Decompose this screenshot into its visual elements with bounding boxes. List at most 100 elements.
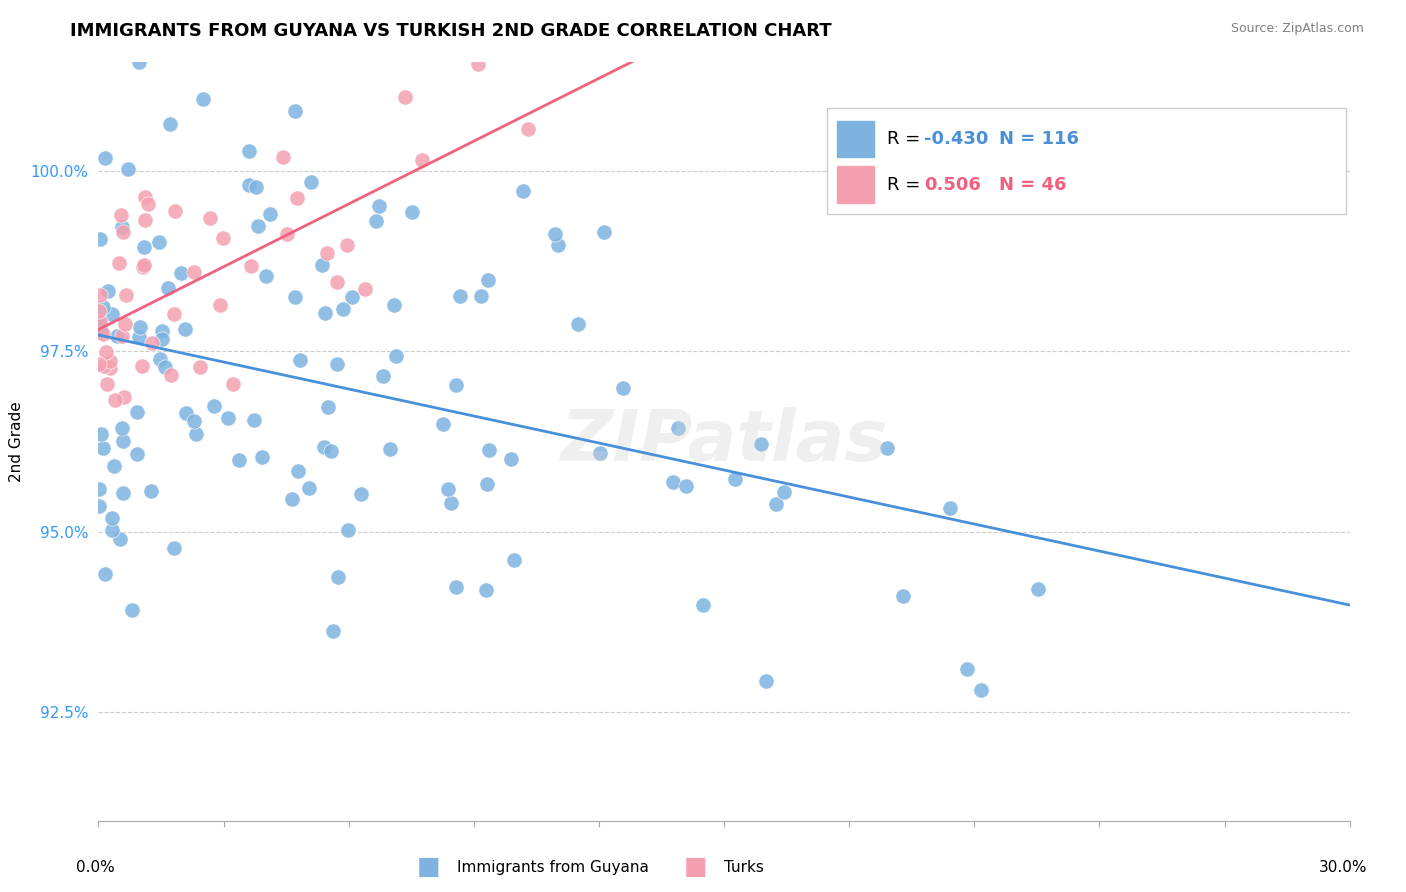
Point xyxy=(512,184,534,198)
Point xyxy=(129,320,152,334)
Point xyxy=(970,683,993,698)
Text: N = 46: N = 46 xyxy=(1000,176,1067,194)
Point xyxy=(319,443,342,458)
Point xyxy=(89,232,111,246)
Point xyxy=(163,541,186,555)
Point xyxy=(208,298,231,312)
Point xyxy=(112,225,135,239)
Point xyxy=(105,328,128,343)
Point xyxy=(91,300,114,314)
Point xyxy=(186,427,208,442)
Point xyxy=(723,472,745,486)
Point xyxy=(128,55,150,70)
Point xyxy=(250,450,273,464)
Point xyxy=(666,421,689,435)
Point xyxy=(876,441,898,455)
Point xyxy=(749,437,772,451)
Point xyxy=(891,589,914,603)
Point xyxy=(378,442,401,456)
Point xyxy=(284,104,307,119)
Point xyxy=(110,208,132,222)
Point xyxy=(89,314,111,328)
Point xyxy=(276,227,298,241)
Point xyxy=(475,582,498,597)
Text: Turks: Turks xyxy=(724,860,763,874)
Point xyxy=(110,533,132,547)
Point xyxy=(1026,582,1049,597)
Point xyxy=(444,378,467,392)
Bar xyxy=(837,166,875,202)
Point xyxy=(221,377,243,392)
Point xyxy=(87,304,110,318)
Text: 0.0%: 0.0% xyxy=(76,860,115,874)
Point xyxy=(170,266,193,280)
Point xyxy=(612,381,634,395)
Point xyxy=(91,441,114,455)
Point xyxy=(174,406,197,420)
Text: N = 116: N = 116 xyxy=(1000,130,1080,148)
Point xyxy=(592,225,614,239)
Point xyxy=(157,281,180,295)
Point xyxy=(101,523,124,537)
Point xyxy=(183,414,205,428)
Point xyxy=(228,453,250,467)
Point xyxy=(284,290,307,304)
Point xyxy=(254,269,277,284)
Point xyxy=(110,329,132,343)
Point xyxy=(285,191,308,205)
Point xyxy=(87,499,110,513)
Point xyxy=(478,442,501,457)
Point xyxy=(432,417,454,432)
Point xyxy=(94,566,117,581)
Point xyxy=(103,459,125,474)
Point xyxy=(148,235,170,250)
Point xyxy=(401,205,423,219)
Point xyxy=(259,207,281,221)
Point xyxy=(111,434,134,449)
Point xyxy=(765,497,787,511)
Point xyxy=(152,332,174,346)
Point xyxy=(245,180,267,194)
Text: ■: ■ xyxy=(418,855,440,879)
Point xyxy=(110,219,132,234)
Point xyxy=(112,390,135,404)
Point xyxy=(134,240,156,254)
Point xyxy=(114,317,136,331)
Point xyxy=(163,204,186,219)
Point xyxy=(160,368,183,382)
Point xyxy=(366,213,388,227)
Point xyxy=(90,427,112,442)
Point xyxy=(437,482,460,496)
Point xyxy=(311,258,333,272)
Point xyxy=(238,144,260,158)
Point xyxy=(287,465,309,479)
Point xyxy=(132,260,155,274)
Point xyxy=(470,289,492,303)
Point xyxy=(440,496,463,510)
Point xyxy=(97,284,120,298)
Point xyxy=(111,421,134,435)
Point xyxy=(100,511,122,525)
Point xyxy=(125,405,148,419)
Point xyxy=(336,238,359,252)
Text: -0.430: -0.430 xyxy=(924,130,988,148)
Text: ZIPatlas: ZIPatlas xyxy=(561,407,887,476)
Point xyxy=(273,150,295,164)
Point xyxy=(101,307,124,321)
Point xyxy=(98,354,121,368)
Point xyxy=(247,219,270,233)
Point xyxy=(134,212,156,227)
Bar xyxy=(837,120,875,157)
Point xyxy=(217,411,239,425)
Point xyxy=(107,256,129,270)
Point xyxy=(316,400,339,414)
Text: IMMIGRANTS FROM GUYANA VS TURKISH 2ND GRADE CORRELATION CHART: IMMIGRANTS FROM GUYANA VS TURKISH 2ND GR… xyxy=(70,22,832,40)
Point xyxy=(298,481,321,495)
Point xyxy=(163,307,186,321)
Point xyxy=(191,92,214,106)
Point xyxy=(281,492,304,507)
Point xyxy=(336,524,359,538)
Point xyxy=(368,199,391,213)
Point xyxy=(384,298,406,312)
Point xyxy=(150,324,173,338)
